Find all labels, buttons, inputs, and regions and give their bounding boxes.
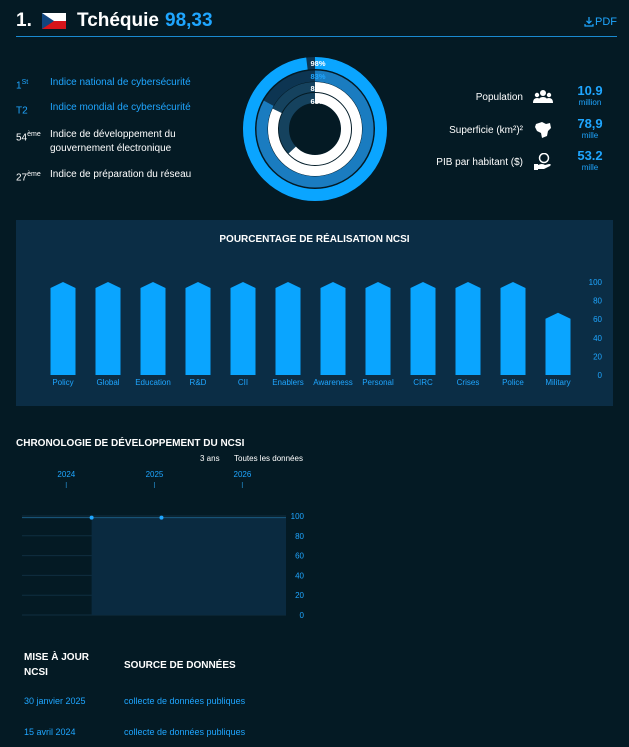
y-tick-label: 0 xyxy=(598,371,603,380)
bar-category-label: R&D xyxy=(190,378,207,387)
pdf-download-button[interactable]: PDF xyxy=(584,16,617,28)
bar-category-label: Global xyxy=(96,378,119,387)
ncsi-completion-panel: POURCENTAGE DE RÉALISATION NCSI Policy Gl… xyxy=(16,220,613,406)
y-tick-label: 100 xyxy=(291,512,305,521)
bar xyxy=(230,282,256,375)
bar-category-label: Military xyxy=(545,378,570,387)
stat-value: 10.9 xyxy=(577,83,603,98)
index-label: Indice mondial de cybersécurité xyxy=(50,102,191,113)
country-score: 98,33 xyxy=(165,10,213,31)
bar-category-label: Awareness xyxy=(313,378,352,387)
stat-unit: mille xyxy=(581,163,599,172)
country-rank: 1. xyxy=(16,10,32,31)
country-name: Tchéquie xyxy=(77,10,159,31)
y-tick-label: 40 xyxy=(295,571,304,580)
bar xyxy=(500,282,526,375)
stat-unit: mille xyxy=(581,131,599,140)
x-tick-label: 2026 xyxy=(234,470,252,479)
money-hand-icon xyxy=(534,153,551,170)
score-rings-chart: 98% 83% 82% 63% xyxy=(243,57,387,201)
index-rank: 1St xyxy=(16,79,29,92)
x-tick-label: 2024 xyxy=(57,470,75,479)
bar xyxy=(545,312,571,375)
bar xyxy=(95,282,121,375)
bar xyxy=(365,282,391,375)
ring-progress xyxy=(256,70,374,188)
update-date: 30 janvier 2025 xyxy=(24,696,86,706)
bar-category-label: Police xyxy=(502,378,524,387)
index-rank: 27ème xyxy=(16,171,41,184)
stat-value: 53.2 xyxy=(577,148,603,163)
updates-source-header: SOURCE DE DONNÉES xyxy=(124,660,236,671)
stat-label: Population xyxy=(475,92,523,103)
index-label: Indice national de cybersécurité xyxy=(50,77,191,88)
ncsi-chart-title: POURCENTAGE DE RÉALISATION NCSI xyxy=(219,234,410,245)
index-network-readiness[interactable]: 27ème Indice de préparation du réseau xyxy=(16,168,220,185)
bar xyxy=(455,282,481,375)
bar-category-label: Enablers xyxy=(272,378,304,387)
stat-area: Superficie (km²)² 78,9 mille xyxy=(317,117,617,147)
bar xyxy=(185,282,211,375)
y-tick-label: 80 xyxy=(593,297,602,306)
bar xyxy=(275,282,301,375)
ncsi-bar-chart: Policy Global Education R&D CII Enablers Aware… xyxy=(50,278,603,387)
ring-label: 63% xyxy=(310,97,325,106)
update-source-link[interactable]: collecte de données publiques xyxy=(124,727,246,737)
y-tick-label: 20 xyxy=(295,591,304,600)
people-icon xyxy=(533,90,553,103)
ring-label: 98% xyxy=(310,59,325,68)
bar xyxy=(140,282,166,375)
ring-progress xyxy=(243,57,387,201)
y-tick-label: 80 xyxy=(295,532,304,541)
stat-label: PIB par habitant ($) xyxy=(436,157,523,168)
bar-category-label: CIRC xyxy=(413,378,433,387)
index-global-cybersecurity[interactable]: T2 Indice mondial de cybersécurité xyxy=(16,101,220,118)
y-tick-label: 60 xyxy=(593,315,602,324)
stat-value: 78,9 xyxy=(577,116,603,131)
ring-progress xyxy=(268,82,362,176)
y-tick-label: 20 xyxy=(593,352,602,361)
update-date: 15 avril 2024 xyxy=(24,727,76,737)
bar-category-label: Crises xyxy=(457,378,480,387)
y-tick-label: 100 xyxy=(589,278,603,287)
pdf-label: PDF xyxy=(595,16,617,28)
ring-label: 83% xyxy=(310,72,325,81)
bar xyxy=(320,282,346,375)
map-icon xyxy=(535,122,551,138)
bar xyxy=(410,282,436,375)
index-label: Indice de préparation du réseau xyxy=(50,169,192,180)
range-all-data-button[interactable]: Toutes les données xyxy=(234,454,303,463)
index-rank: 54ème xyxy=(16,131,41,144)
y-tick-label: 40 xyxy=(593,334,602,343)
y-tick-label: 0 xyxy=(300,611,305,620)
index-egov-development[interactable]: 54ème Indice de développement du gouverne… xyxy=(16,128,220,156)
bar-category-label: CII xyxy=(238,378,248,387)
series-area xyxy=(91,517,287,615)
updates-date-header: MISE À JOUR NCSI xyxy=(24,652,90,678)
ncsi-timeline-chart: 0 20 40 60 80 100 2024 2025 2026 xyxy=(22,470,305,620)
bar xyxy=(50,282,76,375)
bar-category-label: Policy xyxy=(52,378,73,387)
series-point xyxy=(159,515,164,520)
stat-label: Superficie (km²)² xyxy=(449,125,523,136)
index-label: Indice de développement du gouvernement … xyxy=(50,129,176,154)
y-tick-label: 60 xyxy=(295,552,304,561)
czech-flag-icon xyxy=(42,13,66,29)
x-tick-label: 2025 xyxy=(146,470,164,479)
ring-label: 82% xyxy=(310,84,325,93)
timeline-title: CHRONOLOGIE DE DÉVELOPPEMENT DU NCSI xyxy=(16,438,245,449)
index-national-cybersecurity[interactable]: 1St Indice national de cybersécurité xyxy=(16,76,220,93)
ring-progress xyxy=(279,93,351,165)
download-icon xyxy=(584,17,594,27)
index-rank: T2 xyxy=(16,105,28,117)
stat-unit: million xyxy=(578,98,602,107)
bar-category-label: Personal xyxy=(362,378,394,387)
header-divider xyxy=(16,36,617,37)
bar-category-label: Education xyxy=(135,378,171,387)
stat-gdp-per-capita: PIB par habitant ($) 53.2 mille xyxy=(317,149,617,179)
update-source-link[interactable]: collecte de données publiques xyxy=(124,696,246,706)
series-point xyxy=(89,515,94,520)
stat-population: Population 10.9 million xyxy=(317,84,617,114)
range-3-years-button[interactable]: 3 ans xyxy=(200,454,220,463)
